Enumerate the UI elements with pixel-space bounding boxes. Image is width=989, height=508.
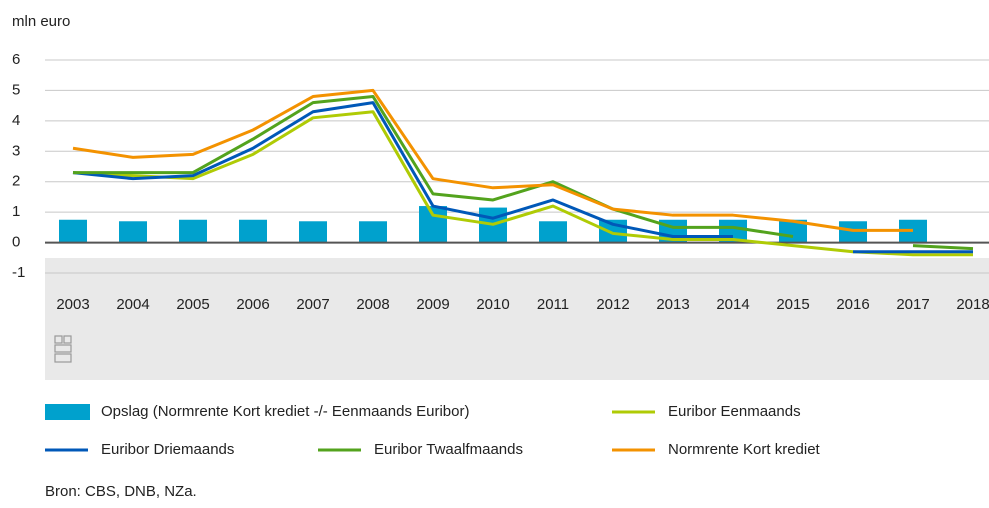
- bar: [239, 219, 267, 243]
- source: Bron: CBS, DNB, NZa.: [45, 483, 197, 500]
- x-tick-label: 2011: [537, 296, 569, 313]
- y-tick-label: 3: [12, 142, 20, 159]
- x-tick-label: 2007: [296, 296, 329, 313]
- bar: [179, 219, 207, 243]
- line: [73, 95, 974, 251]
- bar: [539, 221, 567, 243]
- x-tick-label: 2005: [176, 296, 209, 313]
- bar: [119, 221, 147, 243]
- bar: [419, 206, 447, 243]
- x-tick-label: 2010: [476, 296, 509, 313]
- y-tick-label: 6: [12, 51, 20, 68]
- line: [72, 88, 913, 232]
- x-tick-label: 2008: [356, 296, 389, 313]
- x-tick-label: 2017: [896, 296, 929, 313]
- legend-swatch: [45, 404, 90, 420]
- legend-label: Opslag (Normrente Kort krediet -/- Eenma…: [101, 403, 469, 420]
- y-tick-label: 2: [12, 173, 20, 190]
- x-tick-label: 2006: [236, 296, 269, 313]
- x-tick-label: 2004: [116, 296, 149, 313]
- x-tick-label: 2015: [776, 296, 809, 313]
- x-tick-label: 2013: [656, 296, 689, 313]
- line: [72, 101, 973, 254]
- x-tick-label: 2003: [56, 296, 89, 313]
- bar: [839, 221, 867, 243]
- x-tick-label: 2009: [416, 296, 449, 313]
- y-tick-label: -1: [12, 264, 25, 281]
- bar: [359, 221, 387, 243]
- legend-label: Euribor Eenmaands: [668, 403, 801, 420]
- y-tick-label: 4: [12, 112, 20, 129]
- x-tick-label: 2016: [836, 296, 869, 313]
- y-tick-label: 5: [12, 81, 20, 98]
- x-axis-band: [45, 258, 989, 380]
- y-axis-label: mln euro: [12, 13, 70, 30]
- legend-label: Euribor Twaalfmaands: [374, 441, 523, 458]
- x-tick-label: 2018: [956, 296, 989, 313]
- y-tick-label: 1: [12, 203, 20, 220]
- x-tick-label: 2012: [596, 296, 629, 313]
- y-tick-label: 0: [12, 234, 20, 251]
- x-tick-label: 2014: [716, 296, 749, 313]
- bar: [299, 221, 327, 243]
- line: [72, 110, 973, 257]
- logo: [54, 335, 72, 363]
- bar: [59, 219, 87, 243]
- legend-label: Normrente Kort krediet: [668, 441, 821, 458]
- legend-label: Euribor Driemaands: [101, 441, 234, 458]
